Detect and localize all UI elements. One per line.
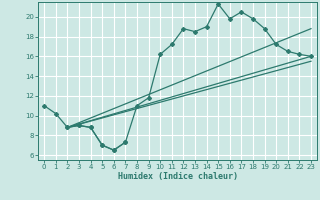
X-axis label: Humidex (Indice chaleur): Humidex (Indice chaleur) bbox=[118, 172, 238, 181]
